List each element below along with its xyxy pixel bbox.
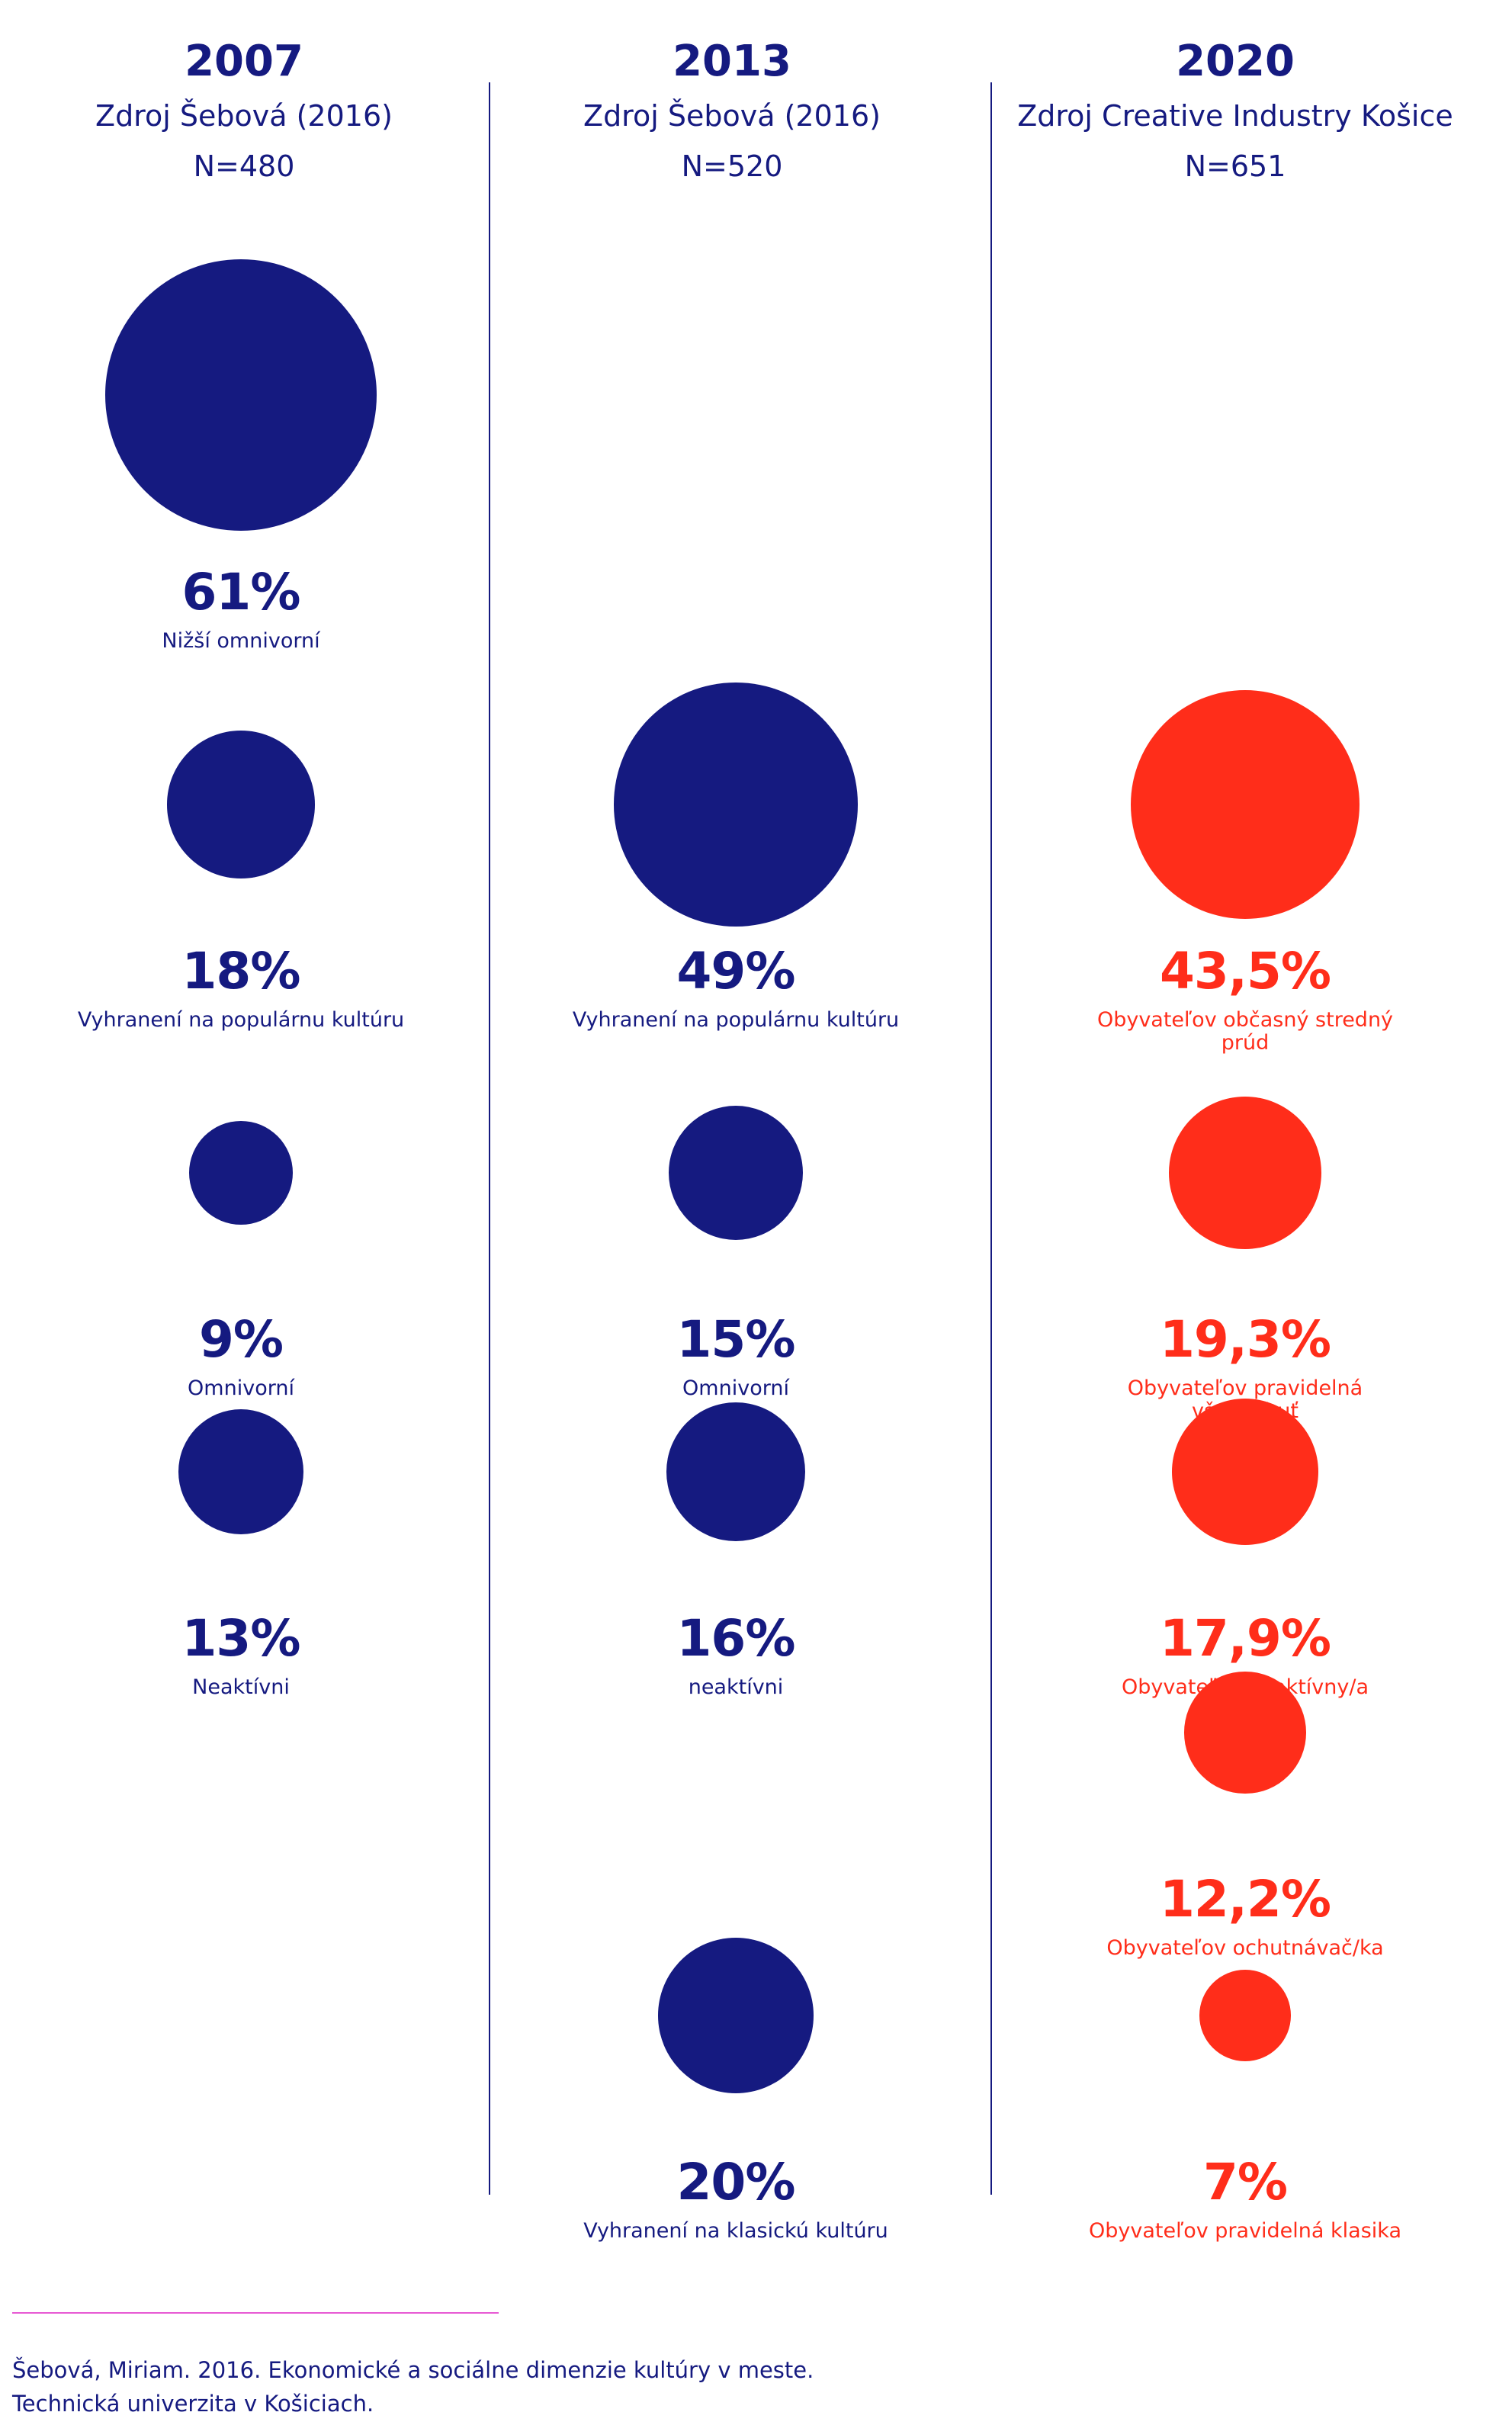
value-label: 16% <box>676 1609 796 1668</box>
category-label: neaktívni <box>688 1675 784 1699</box>
category-label: Vyhranení na populárnu kultúru <box>77 1008 405 1032</box>
value-label: 18% <box>181 942 301 1001</box>
bubble-mark <box>1168 1096 1322 1250</box>
column-source: Zdroj Šebová (2016) <box>95 99 393 133</box>
footnote-line: Šebová, Miriam. 2016. Ekonomické a sociá… <box>12 2357 814 2383</box>
bubble-mark <box>188 1120 294 1225</box>
column-sample-size: N=651 <box>1184 149 1286 183</box>
bubble-mark <box>1130 689 1360 920</box>
column-separator <box>489 82 490 2195</box>
footnote: Šebová, Miriam. 2016. Ekonomické a sociá… <box>12 2353 814 2420</box>
bubble-mark <box>1184 1672 1306 1794</box>
column-year: 2020 <box>1176 37 1295 86</box>
bubble-mark <box>178 1408 304 1535</box>
value-label: 20% <box>676 2153 796 2211</box>
value-label: 7% <box>1202 2153 1288 2211</box>
column-source: Zdroj Šebová (2016) <box>583 99 881 133</box>
category-label: Omnivorní <box>682 1376 789 1400</box>
value-label: 19,3% <box>1160 1310 1331 1369</box>
value-label: 17,9% <box>1160 1609 1331 1668</box>
column-sample-size: N=520 <box>681 149 783 183</box>
footnote-rule <box>12 2312 499 2314</box>
value-label: 49% <box>676 942 796 1001</box>
category-label: Obyvateľov pravidelná klasika <box>1088 2219 1401 2243</box>
bubble-mark <box>1171 1398 1319 1546</box>
category-label: Obyvateľov ochutnávač/ka <box>1106 1936 1384 1960</box>
value-label: 61% <box>181 563 301 622</box>
category-label: Vyhranení na klasickú kultúru <box>583 2219 888 2243</box>
category-label: Omnivorní <box>188 1376 294 1400</box>
category-label: Vyhranení na populárnu kultúru <box>572 1008 900 1032</box>
column-year: 2013 <box>673 37 791 86</box>
column-separator <box>990 82 992 2195</box>
value-label: 12,2% <box>1160 1870 1331 1929</box>
category-label: Nižší omnivorní <box>162 629 320 653</box>
value-label: 15% <box>676 1310 796 1369</box>
value-label: 9% <box>198 1310 284 1369</box>
footnote-line: Technická univerzita v Košiciach. <box>12 2391 374 2417</box>
bubble-mark <box>658 1938 814 2093</box>
column-year: 2007 <box>185 37 303 86</box>
bubble-mark <box>167 731 315 878</box>
category-label: Neaktívni <box>192 1675 290 1699</box>
bubble-mark <box>614 683 858 927</box>
bubble-mark <box>105 259 377 531</box>
value-label: 13% <box>181 1609 301 1668</box>
bubble-mark <box>668 1105 804 1241</box>
column-sample-size: N=480 <box>193 149 295 183</box>
bubble-mark <box>1199 1969 1292 2062</box>
bubble-mark <box>666 1402 806 1542</box>
category-label: Obyvateľov občasný stredný prúd <box>1096 1008 1394 1055</box>
value-label: 43,5% <box>1160 942 1331 1001</box>
column-source: Zdroj Creative Industry Košice <box>1017 99 1453 133</box>
